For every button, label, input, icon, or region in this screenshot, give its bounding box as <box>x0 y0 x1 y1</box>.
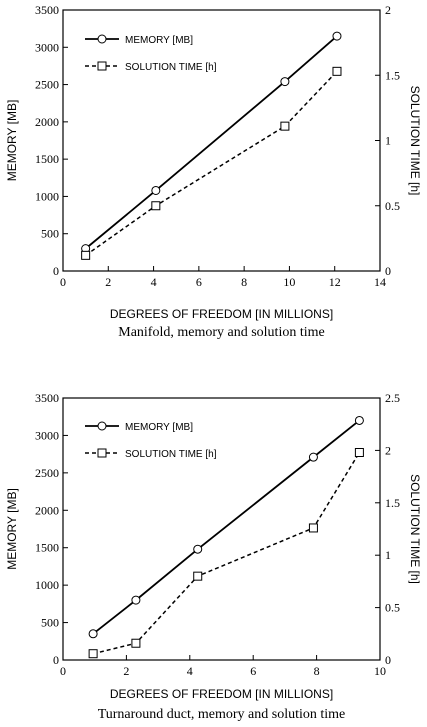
y2-axis-title: SOLUTION TIME [h] <box>408 474 422 584</box>
memory-data-point <box>280 77 290 87</box>
solution-time-data-point <box>280 121 290 131</box>
x-tick-label: 10 <box>283 275 295 289</box>
y-tick-label: 0 <box>53 653 59 667</box>
x-axis-title: DEGREES OF FREEDOM [IN MILLIONS] <box>110 687 333 701</box>
memory-series-line <box>85 35 338 250</box>
y2-tick-label: 1 <box>385 134 391 148</box>
memory-data-point <box>193 544 203 554</box>
turnaround-duct-chart: 0 2 4 6 8 10050010001500200025003000350000.51… <box>5 391 422 722</box>
y-axis-title: MEMORY [MB] <box>5 100 19 182</box>
memory-data-point <box>354 415 364 425</box>
x-tick-label: 6 <box>196 275 202 289</box>
solution-time-series-line <box>85 70 338 256</box>
y-tick-label: 1000 <box>35 189 59 203</box>
y-tick-label: 2000 <box>35 115 59 129</box>
legend-solution-time-marker <box>97 61 107 71</box>
y2-tick-label: 0.5 <box>385 601 400 615</box>
y2-tick-label: 1.5 <box>385 496 400 510</box>
y2-tick-label: 2.5 <box>385 391 400 405</box>
y-tick-label: 2500 <box>35 466 59 480</box>
y2-tick-label: 0 <box>385 653 391 667</box>
x-tick-label: 2 <box>105 275 111 289</box>
legend-solution-time-marker <box>97 448 107 458</box>
legend-memory-label: MEMORY [MB] <box>125 35 193 46</box>
memory-data-point <box>88 629 98 639</box>
solution-time-series-line <box>92 452 361 655</box>
legend-memory-marker <box>97 34 107 44</box>
y2-tick-label: 1 <box>385 548 391 562</box>
solution-time-data-point <box>131 638 141 648</box>
x-tick-label: 2 <box>123 664 129 678</box>
y-tick-label: 500 <box>41 227 59 241</box>
solution-time-data-point <box>308 523 318 533</box>
legend-memory-label: MEMORY [MB] <box>125 422 193 433</box>
y-tick-label: 3000 <box>35 40 59 54</box>
x-tick-label: 4 <box>187 664 193 678</box>
y-tick-label: 3500 <box>35 3 59 17</box>
chart-caption: Turnaround duct, memory and solution tim… <box>98 707 346 722</box>
y-tick-label: 3500 <box>35 391 59 405</box>
y-tick-label: 1000 <box>35 578 59 592</box>
x-tick-label: 4 <box>151 275 157 289</box>
y2-tick-label: 2 <box>385 443 391 457</box>
y-tick-label: 2000 <box>35 503 59 517</box>
legend-memory-marker <box>97 421 107 431</box>
y-tick-label: 3000 <box>35 428 59 442</box>
x-tick-label: 8 <box>314 664 320 678</box>
plot-frame <box>62 9 381 272</box>
y2-tick-label: 1.5 <box>385 68 400 82</box>
x-tick-label: 14 <box>374 275 386 289</box>
y-axis-title: MEMORY [MB] <box>5 488 19 570</box>
solution-time-data-point <box>88 649 98 659</box>
chart-caption: Manifold, memory and solution time <box>118 325 324 340</box>
y-tick-label: 1500 <box>35 541 59 555</box>
x-tick-label: 8 <box>241 275 247 289</box>
y2-tick-label: 2 <box>385 3 391 17</box>
y-tick-label: 1500 <box>35 152 59 166</box>
plot-frame <box>62 397 381 661</box>
x-tick-label: 0 <box>60 275 66 289</box>
x-axis-title: DEGREES OF FREEDOM [IN MILLIONS] <box>110 307 333 321</box>
memory-data-point <box>131 595 141 605</box>
memory-data-point <box>151 185 161 195</box>
y2-axis-title: SOLUTION TIME [h] <box>408 86 422 196</box>
legend-solution-time-label: SOLUTION TIME [h] <box>125 449 217 460</box>
x-tick-label: 6 <box>250 664 256 678</box>
y-tick-label: 2500 <box>35 78 59 92</box>
solution-time-data-point <box>354 447 364 457</box>
y-tick-label: 0 <box>53 264 59 278</box>
y2-tick-label: 0.5 <box>385 199 400 213</box>
y2-tick-label: 0 <box>385 264 391 278</box>
solution-time-data-point <box>81 250 91 260</box>
x-tick-label: 10 <box>374 664 386 678</box>
manifold-chart: 0 2 4 6 8 10 12 1405001000150020002500300035000… <box>5 3 422 340</box>
solution-time-data-point <box>193 571 203 581</box>
solution-time-data-point <box>332 66 342 76</box>
x-tick-label: 12 <box>329 275 341 289</box>
solution-time-data-point <box>151 201 161 211</box>
x-tick-label: 0 <box>60 664 66 678</box>
legend-solution-time-label: SOLUTION TIME [h] <box>125 62 217 73</box>
y-tick-label: 500 <box>41 616 59 630</box>
memory-data-point <box>332 31 342 41</box>
memory-data-point <box>308 452 318 462</box>
